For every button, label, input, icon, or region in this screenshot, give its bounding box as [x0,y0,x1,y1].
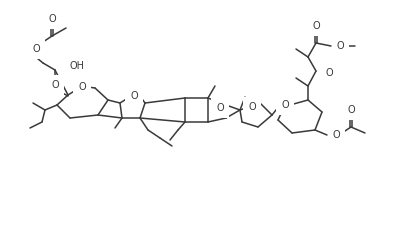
Text: O: O [51,80,59,90]
Text: O: O [130,91,138,101]
Text: O: O [347,105,355,115]
Text: O: O [216,103,224,113]
Text: O: O [312,21,320,31]
Text: O: O [32,44,40,54]
Text: O: O [333,130,341,140]
Text: O: O [326,68,334,78]
Text: O: O [48,14,56,24]
Text: O: O [78,82,86,92]
Text: O: O [281,100,289,110]
Text: O: O [248,102,256,112]
Text: OH: OH [70,61,85,71]
Text: O: O [337,41,344,51]
